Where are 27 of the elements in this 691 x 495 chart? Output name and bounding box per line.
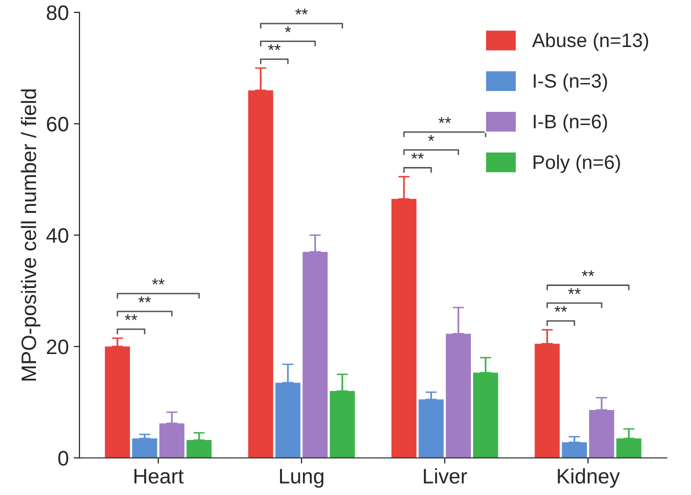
legend-label: I-S (n=3) (534, 74, 608, 92)
annotation: ** (438, 117, 451, 124)
legend-label: Poly (n=6) (534, 154, 620, 173)
y-tick-label: 0 (58, 450, 68, 466)
annotation: * (428, 135, 434, 141)
bar (132, 438, 158, 458)
annotation: ** (582, 270, 594, 276)
annotation: * (284, 26, 291, 32)
x-tick-label: Lung (280, 469, 324, 488)
annotation: ** (268, 44, 281, 50)
y-tick-label: 40 (46, 228, 68, 243)
annotation: ** (554, 306, 568, 312)
y-axis-title: MPO-positive cell number / field (20, 89, 40, 380)
annotation: ** (124, 314, 138, 320)
annotation: ** (152, 278, 164, 285)
y-tick-label: 80 (46, 5, 68, 20)
x-tick-label: Liver (424, 468, 467, 484)
y-tick-label: 60 (46, 116, 68, 132)
annotation: ** (295, 8, 308, 14)
legend-label: I-B (n=6) (534, 114, 608, 132)
annotation: ** (138, 296, 151, 302)
legend-label: Abuse (n=13) (532, 32, 648, 52)
x-tick-label: Heart (134, 469, 184, 484)
annotation: ** (411, 152, 424, 159)
annotation: ** (568, 288, 581, 294)
y-tick-label: 20 (46, 340, 68, 354)
x-tick-label: Kidney (558, 468, 620, 488)
